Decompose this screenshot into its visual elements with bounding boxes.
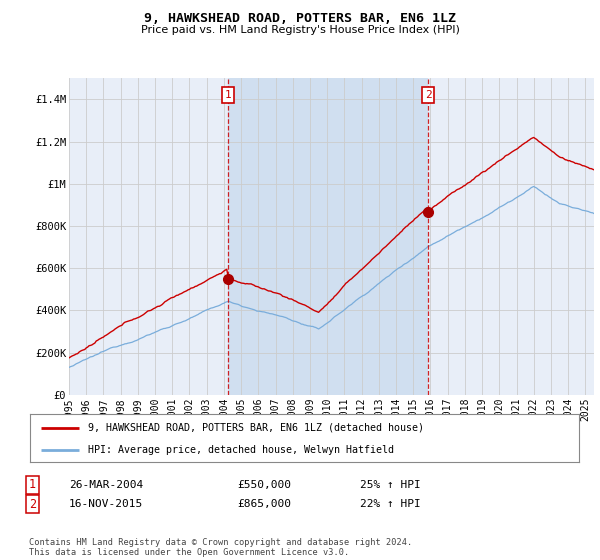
Text: 26-MAR-2004: 26-MAR-2004: [69, 480, 143, 490]
Text: 25% ↑ HPI: 25% ↑ HPI: [360, 480, 421, 490]
Text: HPI: Average price, detached house, Welwyn Hatfield: HPI: Average price, detached house, Welw…: [88, 445, 394, 455]
Text: 22% ↑ HPI: 22% ↑ HPI: [360, 499, 421, 509]
Text: Contains HM Land Registry data © Crown copyright and database right 2024.
This d: Contains HM Land Registry data © Crown c…: [29, 538, 412, 557]
Text: 1: 1: [224, 90, 231, 100]
Text: 16-NOV-2015: 16-NOV-2015: [69, 499, 143, 509]
Text: 2: 2: [425, 90, 431, 100]
Text: £865,000: £865,000: [237, 499, 291, 509]
Bar: [228, 78, 428, 395]
Text: 2: 2: [29, 497, 36, 511]
Text: 9, HAWKSHEAD ROAD, POTTERS BAR, EN6 1LZ (detached house): 9, HAWKSHEAD ROAD, POTTERS BAR, EN6 1LZ …: [88, 423, 424, 433]
Text: 1: 1: [29, 478, 36, 492]
Text: Price paid vs. HM Land Registry's House Price Index (HPI): Price paid vs. HM Land Registry's House …: [140, 25, 460, 35]
Text: 9, HAWKSHEAD ROAD, POTTERS BAR, EN6 1LZ: 9, HAWKSHEAD ROAD, POTTERS BAR, EN6 1LZ: [144, 12, 456, 25]
Text: £550,000: £550,000: [237, 480, 291, 490]
